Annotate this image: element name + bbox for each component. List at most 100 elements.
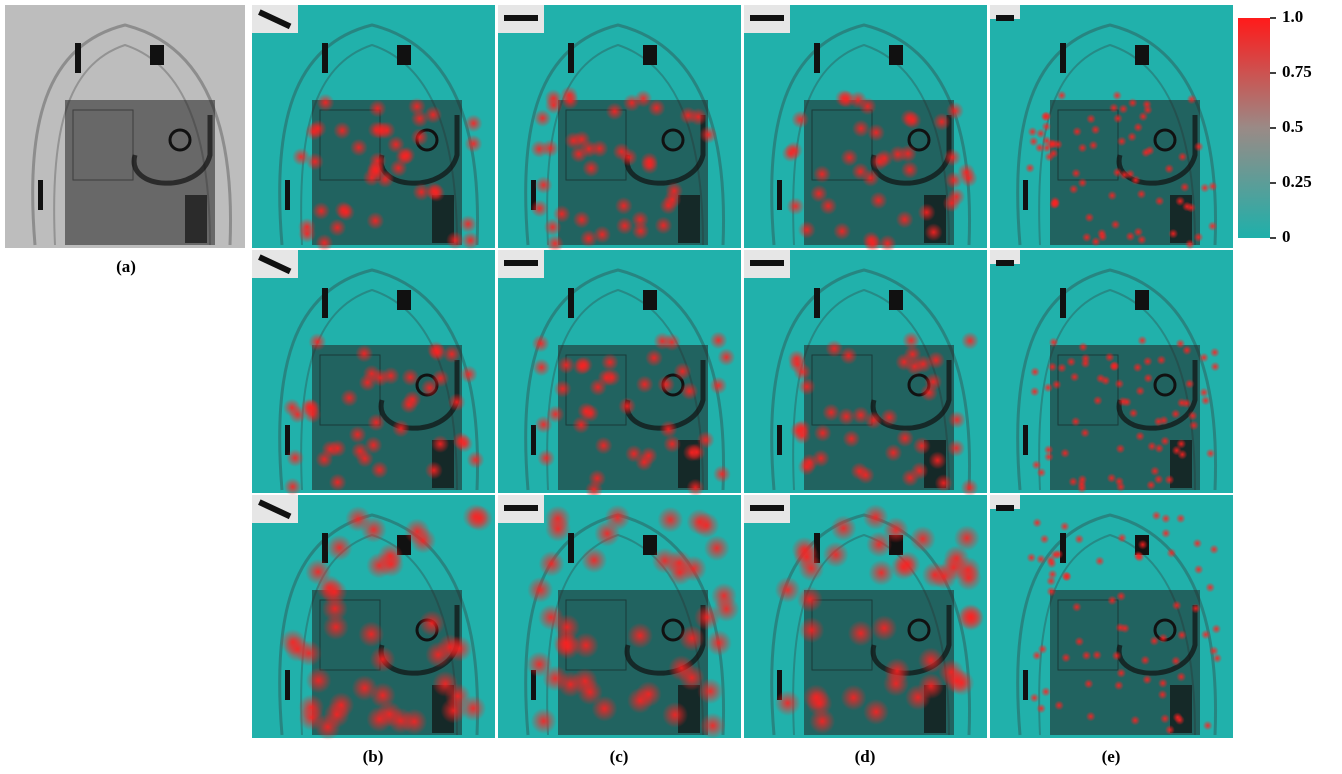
- heat-blob: [1114, 680, 1124, 690]
- heat-blob: [448, 393, 466, 411]
- heat-blob: [1071, 417, 1081, 427]
- heat-blob: [1164, 475, 1174, 485]
- heat-blob: [1047, 362, 1057, 372]
- heat-blob: [545, 96, 563, 114]
- heat-blob: [961, 479, 979, 497]
- heat-blob: [1109, 103, 1119, 113]
- heat-blob: [902, 331, 920, 349]
- heat-blob: [575, 356, 593, 374]
- heat-blob: [1088, 140, 1098, 150]
- heat-blob: [329, 473, 347, 491]
- heat-blob: [645, 349, 663, 367]
- heat-blob: [775, 690, 801, 716]
- heat-blob: [538, 604, 564, 630]
- heat-blob: [913, 437, 931, 455]
- heat-blob: [889, 145, 907, 163]
- heat-blob: [370, 646, 396, 672]
- heat-blob: [800, 453, 818, 471]
- query-shape: [996, 505, 1014, 511]
- heat-blob: [1194, 564, 1204, 574]
- heat-blob: [1142, 675, 1152, 685]
- heat-blob: [595, 437, 613, 455]
- heat-blob: [686, 479, 704, 497]
- heat-blob: [1077, 483, 1087, 493]
- heat-blob: [865, 411, 883, 429]
- heat-blob: [1135, 386, 1145, 396]
- heat-blob: [1046, 139, 1056, 149]
- heat-blob: [904, 111, 922, 129]
- heat-blob: [1208, 221, 1218, 231]
- colorbar-tick-label: 0.25: [1282, 172, 1312, 191]
- heat-blob: [1192, 538, 1202, 548]
- heat-blob: [798, 378, 816, 396]
- heat-blob: [1133, 362, 1143, 372]
- heat-blob: [554, 380, 572, 398]
- heat-blob: [1138, 540, 1148, 550]
- query-shape: [750, 505, 784, 511]
- xray-image: [5, 5, 245, 248]
- heat-blob: [1069, 184, 1079, 194]
- panel-label: (d): [855, 747, 876, 766]
- heat-blob: [1043, 383, 1053, 393]
- heat-blob: [312, 202, 330, 220]
- heat-blob: [688, 443, 706, 461]
- heat-blob: [654, 216, 672, 234]
- heat-blob: [1173, 712, 1183, 722]
- heat-blob: [1074, 637, 1084, 647]
- heat-blob: [1071, 168, 1081, 178]
- heat-blob: [1066, 357, 1076, 367]
- heat-blob: [1072, 602, 1082, 612]
- heat-blob: [334, 201, 352, 219]
- heat-blob: [1113, 113, 1123, 123]
- heat-blob: [531, 708, 557, 734]
- heat-blob: [1128, 408, 1138, 418]
- heat-blob: [884, 444, 902, 462]
- heat-blob: [315, 234, 333, 252]
- heat-blob: [1201, 630, 1211, 640]
- query-shape: [504, 15, 538, 21]
- heat-blob: [665, 182, 683, 200]
- heat-blob: [345, 506, 371, 532]
- heat-blob: [870, 191, 888, 209]
- heat-blob: [918, 647, 944, 673]
- heat-blob: [1038, 644, 1048, 654]
- heat-blob: [961, 332, 979, 350]
- heatmap-panel: [498, 495, 741, 739]
- query-shape: [996, 260, 1014, 266]
- heat-blob: [1081, 650, 1091, 660]
- heat-blob: [1036, 468, 1046, 478]
- heat-blob: [1135, 431, 1145, 441]
- heat-blob: [1084, 679, 1094, 689]
- heat-blob: [464, 135, 482, 153]
- heat-blob: [798, 617, 824, 643]
- heat-blob: [431, 435, 449, 453]
- heat-blob: [367, 413, 385, 431]
- heat-blob: [636, 375, 654, 393]
- heat-blob: [1093, 396, 1103, 406]
- heat-blob: [1046, 586, 1056, 596]
- heat-blob: [366, 706, 392, 732]
- heat-blob: [1210, 362, 1220, 372]
- heat-blob: [901, 469, 919, 487]
- heat-blob: [425, 642, 451, 668]
- heat-blob: [1097, 228, 1107, 238]
- heat-blob: [1206, 448, 1216, 458]
- heat-blob: [1061, 571, 1071, 581]
- heatmap-panel: [990, 5, 1233, 249]
- heat-blob: [1188, 411, 1198, 421]
- colorbar: [1238, 18, 1270, 238]
- heat-blob: [883, 517, 909, 543]
- heat-blob: [573, 211, 591, 229]
- heat-blob: [1205, 582, 1215, 592]
- heat-blob: [1175, 339, 1185, 349]
- heat-blob: [905, 684, 931, 710]
- heat-blob: [382, 367, 400, 385]
- heat-blob: [627, 623, 653, 649]
- heat-blob: [1049, 337, 1059, 347]
- heat-blob: [359, 374, 377, 392]
- heat-blob: [309, 120, 327, 138]
- heat-blob: [1158, 633, 1168, 643]
- heat-blob: [1061, 653, 1071, 663]
- heat-blob: [955, 557, 981, 583]
- heat-blob: [1072, 127, 1082, 137]
